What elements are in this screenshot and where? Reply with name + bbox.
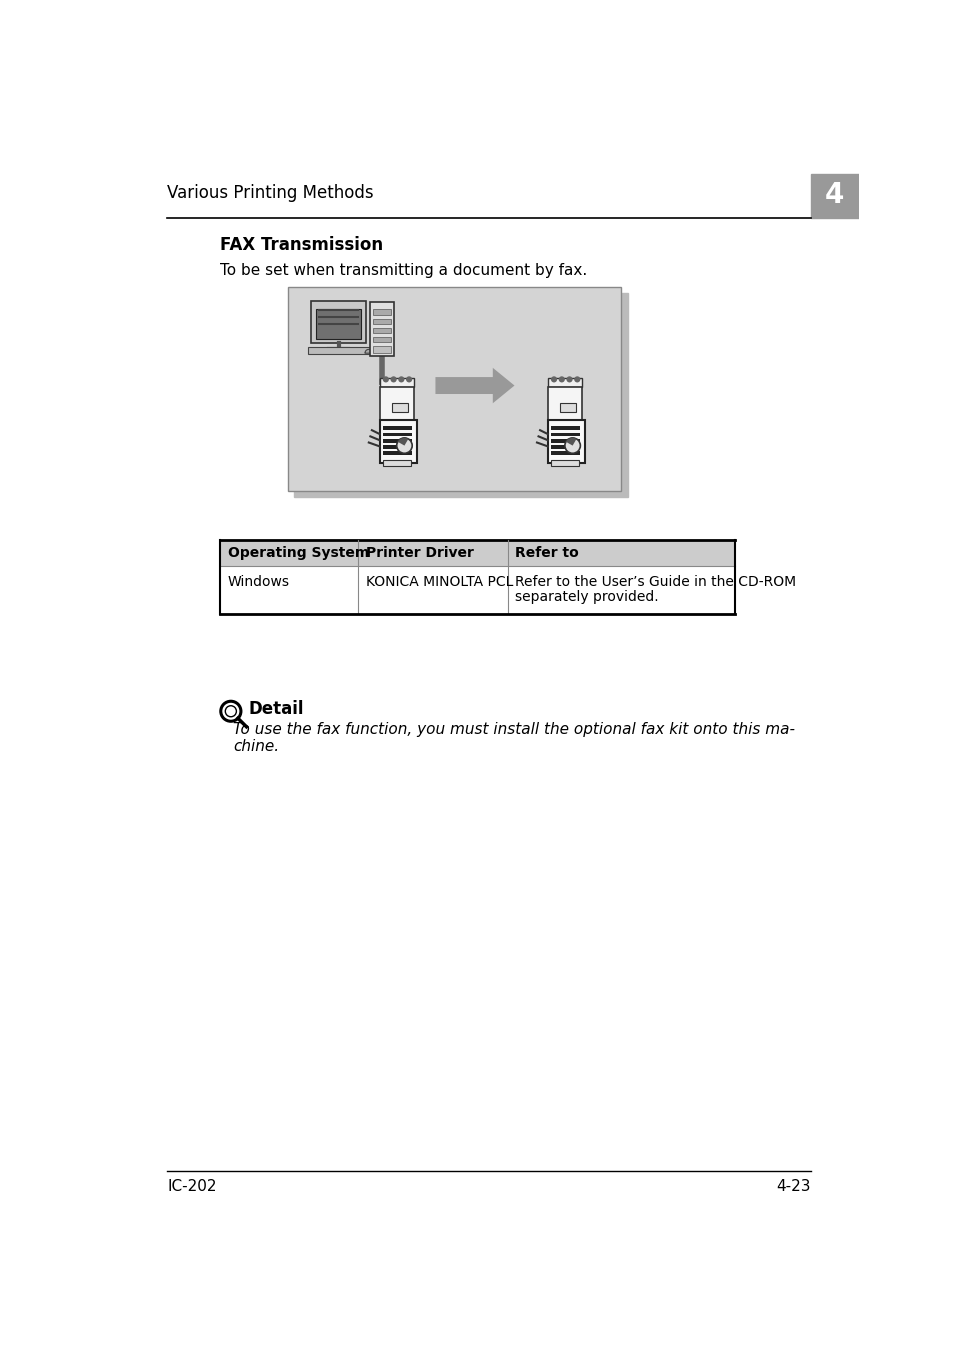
Bar — [382, 460, 410, 466]
Text: FAX Transmission: FAX Transmission — [220, 237, 383, 254]
Text: Various Printing Methods: Various Printing Methods — [167, 184, 374, 201]
Circle shape — [406, 376, 412, 383]
Bar — [382, 426, 412, 430]
Text: KONICA MINOLTA PCL: KONICA MINOLTA PCL — [365, 575, 513, 589]
Bar — [382, 452, 412, 454]
Bar — [550, 433, 579, 437]
Text: Printer Driver: Printer Driver — [365, 546, 473, 560]
Bar — [559, 403, 575, 412]
Text: IC-202: IC-202 — [167, 1179, 216, 1194]
Bar — [810, 174, 858, 218]
Circle shape — [390, 376, 396, 383]
Circle shape — [220, 702, 241, 721]
Bar — [382, 445, 412, 449]
Bar — [382, 433, 412, 437]
Bar — [307, 347, 369, 354]
Bar — [550, 438, 579, 442]
Circle shape — [396, 438, 412, 453]
Bar — [379, 377, 414, 387]
Bar — [550, 452, 579, 454]
Bar — [550, 460, 578, 466]
Bar — [547, 420, 584, 462]
Text: Refer to the User’s Guide in the CD-ROM: Refer to the User’s Guide in the CD-ROM — [515, 575, 796, 589]
Bar — [379, 420, 416, 462]
Polygon shape — [435, 368, 514, 403]
Wedge shape — [397, 438, 408, 446]
Circle shape — [550, 376, 557, 383]
Circle shape — [566, 376, 572, 383]
Circle shape — [397, 376, 404, 383]
Bar — [294, 293, 627, 498]
Bar — [311, 301, 365, 343]
Bar — [373, 327, 391, 333]
Text: Windows: Windows — [228, 575, 290, 589]
Text: Operating System: Operating System — [228, 546, 369, 560]
Circle shape — [558, 376, 564, 383]
Bar — [547, 387, 581, 420]
Bar — [392, 403, 407, 412]
Circle shape — [574, 376, 579, 383]
Bar — [373, 310, 391, 315]
Wedge shape — [365, 349, 373, 353]
Bar — [288, 287, 620, 491]
Bar — [315, 308, 360, 338]
Text: 4-23: 4-23 — [775, 1179, 810, 1194]
Bar — [382, 438, 412, 442]
Circle shape — [382, 376, 389, 383]
Text: To be set when transmitting a document by fax.: To be set when transmitting a document b… — [220, 262, 587, 277]
Bar — [220, 539, 734, 566]
Text: Refer to: Refer to — [515, 546, 578, 560]
Bar — [369, 303, 394, 357]
Circle shape — [564, 438, 579, 453]
Bar — [373, 346, 391, 353]
Bar — [373, 337, 391, 342]
Bar — [550, 426, 579, 430]
Bar — [547, 377, 581, 387]
Wedge shape — [565, 438, 576, 446]
Text: chine.: chine. — [233, 740, 279, 754]
Text: Detail: Detail — [249, 700, 304, 718]
Bar — [550, 445, 579, 449]
Bar — [379, 387, 414, 420]
Text: 4: 4 — [824, 181, 843, 210]
Text: separately provided.: separately provided. — [515, 591, 659, 604]
Text: To use the fax function, you must install the optional fax kit onto this ma-: To use the fax function, you must instal… — [233, 722, 795, 737]
Bar — [373, 319, 391, 324]
